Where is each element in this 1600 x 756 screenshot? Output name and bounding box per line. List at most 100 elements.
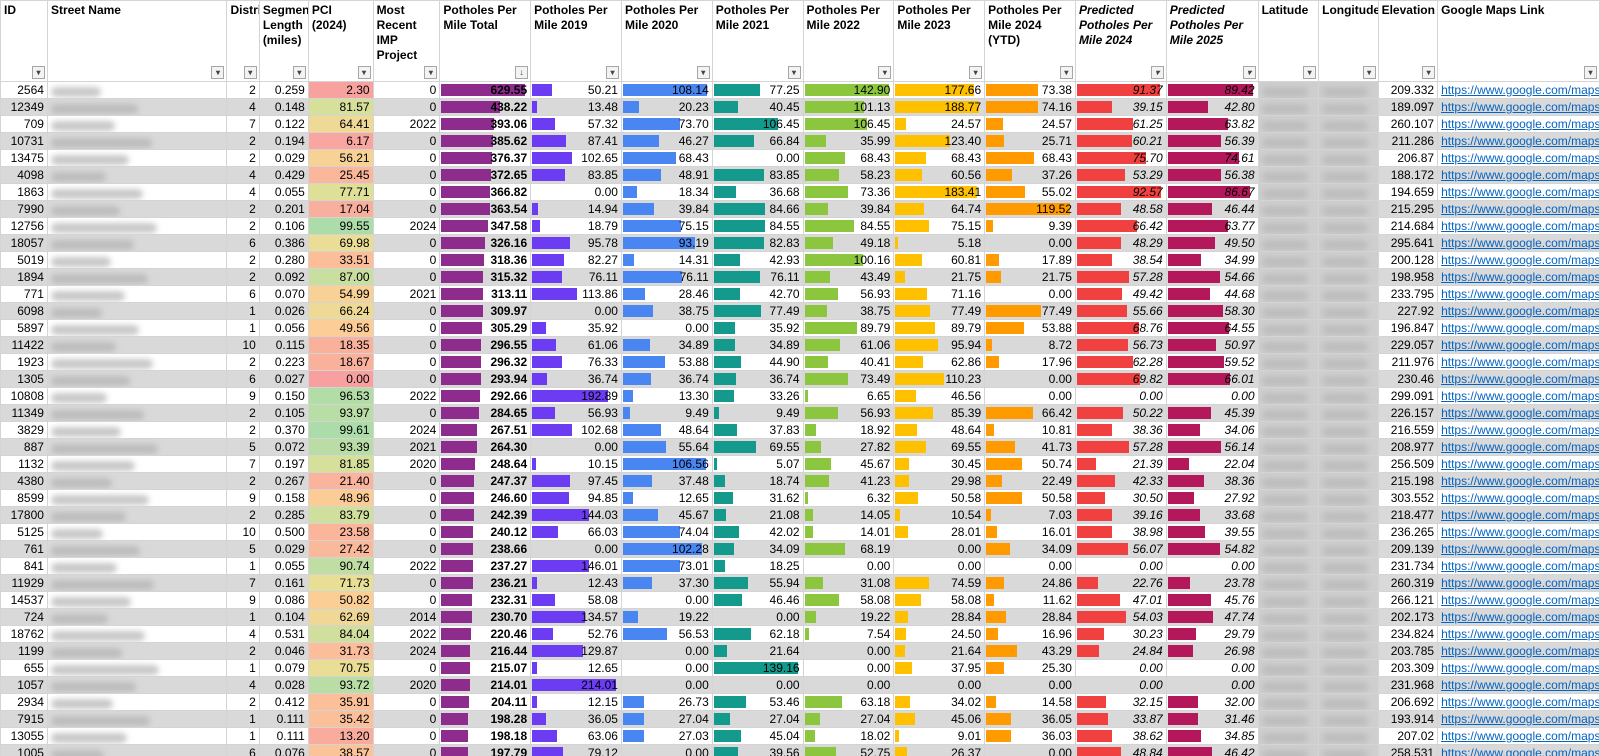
cell-imp-project[interactable]: 0 (372, 81, 441, 99)
cell-id[interactable]: 1199 (0, 642, 48, 660)
cell-y2020[interactable]: 106.56 (620, 455, 713, 473)
cell-pci[interactable]: 96.53 (307, 387, 374, 405)
cell-street-name-redacted[interactable] (46, 183, 228, 201)
cell-pred2025[interactable]: 45.76 (1165, 591, 1259, 609)
cell-total[interactable]: 248.64 (439, 455, 532, 473)
cell-y2023[interactable]: 45.06 (893, 710, 986, 728)
cell-y2020[interactable]: 0.00 (620, 319, 713, 337)
cell-pred2024[interactable]: 38.36 (1074, 421, 1167, 439)
cell-latitude-redacted[interactable] (1257, 608, 1320, 626)
cell-imp-project[interactable]: 2022 (372, 625, 441, 643)
cell-y2024[interactable]: 22.49 (984, 472, 1076, 490)
cell-y2021[interactable]: 66.84 (711, 132, 804, 150)
cell-street-name-redacted[interactable] (46, 336, 228, 354)
cell-id[interactable]: 724 (0, 608, 48, 626)
cell-pci[interactable]: 83.79 (307, 506, 374, 524)
cell-total[interactable]: 232.31 (439, 591, 532, 609)
cell-google-maps-link[interactable]: https://www.google.com/maps (1437, 591, 1600, 609)
cell-y2022[interactable]: 89.79 (802, 319, 895, 337)
cell-total[interactable]: 629.55 (439, 81, 532, 99)
cell-pred2024[interactable]: 54.03 (1074, 608, 1167, 626)
table-row[interactable]: 10808 9 0.150 96.53 2022 292.66 192.89 13.30 33.… (0, 387, 1600, 405)
cell-y2024[interactable]: 0.00 (984, 234, 1076, 252)
cell-street-name-redacted[interactable] (46, 387, 228, 405)
cell-y2019[interactable]: 192.89 (530, 387, 622, 405)
cell-y2022[interactable]: 68.19 (802, 540, 895, 558)
cell-pred2025[interactable]: 27.92 (1165, 489, 1259, 507)
cell-id[interactable]: 7990 (0, 200, 48, 218)
cell-elevation[interactable]: 295.641 (1377, 234, 1439, 252)
cell-imp-project[interactable]: 0 (372, 166, 441, 184)
cell-latitude-redacted[interactable] (1257, 659, 1320, 677)
cell-longitude-redacted[interactable] (1318, 149, 1379, 167)
cell-latitude-redacted[interactable] (1257, 489, 1320, 507)
cell-y2021[interactable]: 42.93 (711, 251, 804, 269)
cell-google-maps-link[interactable]: https://www.google.com/maps (1437, 149, 1600, 167)
cell-elevation[interactable]: 227.92 (1377, 302, 1439, 320)
cell-district[interactable]: 2 (226, 642, 260, 660)
cell-longitude-redacted[interactable] (1318, 115, 1379, 133)
cell-pred2025[interactable]: 39.55 (1165, 523, 1259, 541)
cell-street-name-redacted[interactable] (46, 319, 228, 337)
cell-segment-length[interactable]: 0.070 (258, 285, 309, 303)
table-row[interactable]: 709 7 0.122 64.41 2022 393.06 57.32 73.70 106.45… (0, 115, 1600, 133)
cell-pci[interactable]: 49.56 (307, 319, 374, 337)
cell-longitude-redacted[interactable] (1318, 693, 1379, 711)
cell-google-maps-link[interactable]: https://www.google.com/maps (1437, 319, 1600, 337)
cell-y2023[interactable]: 0.00 (893, 676, 986, 694)
cell-segment-length[interactable]: 0.105 (258, 404, 309, 422)
cell-longitude-redacted[interactable] (1318, 676, 1379, 694)
cell-elevation[interactable]: 215.295 (1377, 200, 1439, 218)
cell-total[interactable]: 236.21 (439, 574, 532, 592)
cell-elevation[interactable]: 216.559 (1377, 421, 1439, 439)
cell-latitude-redacted[interactable] (1257, 642, 1320, 660)
cell-longitude-redacted[interactable] (1318, 353, 1379, 371)
cell-y2023[interactable]: 60.56 (893, 166, 986, 184)
cell-y2021[interactable]: 21.08 (711, 506, 804, 524)
cell-pci[interactable]: 77.71 (307, 183, 374, 201)
cell-longitude-redacted[interactable] (1318, 132, 1379, 150)
cell-street-name-redacted[interactable] (46, 234, 228, 252)
cell-elevation[interactable]: 206.87 (1377, 149, 1439, 167)
cell-pred2025[interactable]: 26.98 (1165, 642, 1259, 660)
cell-y2022[interactable]: 27.82 (802, 438, 895, 456)
cell-longitude-redacted[interactable] (1318, 744, 1379, 756)
cell-longitude-redacted[interactable] (1318, 710, 1379, 728)
cell-y2020[interactable]: 13.30 (620, 387, 713, 405)
cell-total[interactable]: 264.30 (439, 438, 532, 456)
cell-y2022[interactable]: 58.08 (802, 591, 895, 609)
cell-id[interactable]: 1923 (0, 353, 48, 371)
cell-longitude-redacted[interactable] (1318, 421, 1379, 439)
cell-y2020[interactable]: 28.46 (620, 285, 713, 303)
cell-id[interactable]: 4380 (0, 472, 48, 490)
cell-street-name-redacted[interactable] (46, 81, 228, 99)
cell-elevation[interactable]: 209.332 (1377, 81, 1439, 99)
cell-segment-length[interactable]: 0.429 (258, 166, 309, 184)
cell-pci[interactable]: 35.42 (307, 710, 374, 728)
cell-elevation[interactable]: 230.46 (1377, 370, 1439, 388)
cell-street-name-redacted[interactable] (46, 98, 228, 116)
cell-y2023[interactable]: 0.00 (893, 557, 986, 575)
cell-y2024[interactable]: 34.09 (984, 540, 1076, 558)
cell-elevation[interactable]: 258.531 (1377, 744, 1439, 756)
cell-segment-length[interactable]: 0.029 (258, 149, 309, 167)
cell-y2023[interactable]: 5.18 (893, 234, 986, 252)
cell-y2024[interactable]: 55.02 (984, 183, 1076, 201)
cell-district[interactable]: 2 (226, 693, 260, 711)
cell-district[interactable]: 1 (226, 557, 260, 575)
cell-y2022[interactable]: 84.55 (802, 217, 895, 235)
cell-y2021[interactable]: 34.89 (711, 336, 804, 354)
cell-y2023[interactable]: 50.58 (893, 489, 986, 507)
cell-y2023[interactable]: 74.59 (893, 574, 986, 592)
table-row[interactable]: 1199 2 0.046 31.73 2024 216.44 129.87 0.00 21.64… (0, 642, 1600, 660)
cell-google-maps-link[interactable]: https://www.google.com/maps (1437, 251, 1600, 269)
table-row[interactable]: 841 1 0.055 90.74 2022 237.27 146.01 73.01 18.25… (0, 557, 1600, 575)
cell-y2024[interactable]: 0.00 (984, 370, 1076, 388)
cell-latitude-redacted[interactable] (1257, 268, 1320, 286)
cell-pred2024[interactable]: 47.01 (1074, 591, 1167, 609)
cell-id[interactable]: 761 (0, 540, 48, 558)
cell-latitude-redacted[interactable] (1257, 727, 1320, 745)
cell-imp-project[interactable]: 0 (372, 353, 441, 371)
filter-dropdown-icon[interactable]: ▾ (1303, 66, 1317, 79)
cell-y2024[interactable]: 25.30 (984, 659, 1076, 677)
